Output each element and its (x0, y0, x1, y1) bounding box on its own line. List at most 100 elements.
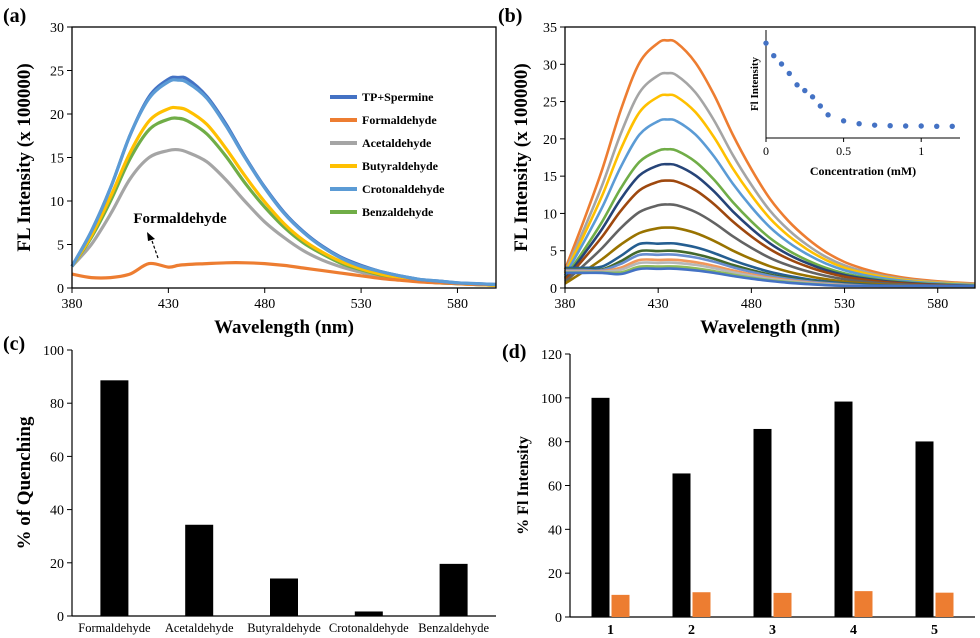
d-bar (692, 592, 711, 617)
c-category-label: Acetaldehyde (165, 621, 234, 635)
inset-xtick-label: 0 (763, 144, 769, 158)
b-x-axis-label: Wavelength (nm) (700, 317, 840, 338)
a-ytick-label: 5 (57, 239, 64, 254)
d-category-label: 2 (688, 623, 695, 638)
inset-point (786, 70, 792, 77)
a-ytick-label: 25 (50, 65, 64, 80)
a-legend-entry: Butyraldehyde (362, 159, 439, 173)
inset-xtick-label: 1 (918, 144, 924, 158)
b-xtick-label: 380 (555, 297, 576, 312)
b-ytick-label: 25 (543, 96, 557, 111)
b-ytick-label: 15 (543, 170, 557, 185)
inset-point (934, 123, 940, 129)
d-category-label: 4 (850, 623, 857, 638)
d-bar (773, 592, 792, 617)
d-ytick-label: 80 (548, 436, 562, 451)
d-bar (915, 441, 934, 617)
a-series-line (70, 75, 497, 287)
a-legend-entry: Crotonaldehyde (362, 182, 445, 196)
d-ytick-label: 100 (541, 392, 562, 407)
d-bar (611, 594, 630, 617)
a-plot-frame (71, 26, 497, 289)
c-ytick-label: 0 (57, 610, 64, 625)
d-bar (672, 473, 691, 617)
d-category-label: 1 (607, 623, 614, 638)
c-ytick-label: 40 (50, 504, 64, 519)
a-xtick-label: 580 (447, 297, 468, 312)
c-ytick-label: 60 (50, 450, 64, 465)
inset-point (949, 123, 955, 129)
a-legend-entry: Benzaldehyde (362, 205, 434, 219)
c-bar (100, 380, 129, 616)
b-ytick-label: 10 (543, 207, 557, 222)
c-ytick-label: 80 (50, 397, 64, 412)
d-bar (591, 397, 610, 617)
inset-point (802, 87, 808, 94)
d-bar (834, 401, 853, 617)
a-ytick-label: 30 (50, 21, 64, 36)
b-xtick-label: 530 (834, 297, 855, 312)
inset-point (918, 123, 924, 129)
d-ytick-label: 40 (548, 523, 562, 538)
d-y-axis-label: % Fl Intensity (515, 436, 532, 535)
c-panel-label: (c) (3, 333, 25, 355)
d-ytick-label: 0 (555, 611, 562, 626)
c-y-axis-label: % of Quenching (14, 416, 35, 550)
a-series-line (71, 261, 497, 287)
a-annotation-arrow (150, 237, 159, 259)
a-legend-entry: TP+Spermine (362, 90, 434, 104)
inset-x-axis-label: Concentration (mM) (810, 164, 916, 178)
a-xtick-label: 430 (158, 297, 179, 312)
inset-y-axis-label: Fl Intensity (749, 56, 761, 111)
d-category-label: 5 (931, 623, 938, 638)
a-annotation: Formaldehyde (133, 211, 227, 227)
c-bar (185, 524, 214, 616)
inset-point (825, 112, 831, 118)
a-x-axis-label: Wavelength (nm) (214, 317, 354, 338)
a-xtick-label: 380 (62, 297, 83, 312)
b-series-line (563, 38, 976, 285)
inset-point (771, 53, 777, 59)
b-ytick-label: 0 (550, 282, 557, 297)
b-ytick-label: 35 (543, 21, 557, 36)
a-series-line (70, 78, 497, 287)
inset-point (871, 122, 878, 128)
d-ytick-label: 120 (541, 348, 562, 363)
d-bar (935, 592, 954, 617)
c-ytick-label: 20 (50, 557, 64, 572)
d-panel-label: (d) (502, 341, 526, 363)
a-ytick-label: 10 (50, 195, 64, 210)
a-legend-entry: Formaldehyde (362, 113, 437, 127)
inset-point (856, 121, 862, 127)
d-bar (753, 428, 772, 617)
c-category-label: Crotonaldehyde (329, 621, 409, 635)
a-series-line (70, 105, 497, 287)
inset-point (794, 82, 800, 88)
inset-point (778, 61, 785, 67)
b-ytick-label: 30 (543, 58, 557, 73)
a-panel-label: (a) (3, 5, 26, 27)
d-ytick-label: 60 (548, 480, 562, 495)
inset-point (902, 123, 909, 129)
b-xtick-label: 430 (648, 297, 669, 312)
inset-xtick-label: 0.5 (836, 144, 851, 158)
c-category-label: Formaldehyde (78, 621, 151, 635)
d-ytick-label: 20 (548, 567, 562, 582)
inset-point (887, 123, 893, 129)
a-y-axis-label: FL Intensity (x 100000) (14, 63, 35, 251)
b-panel-label: (b) (498, 5, 522, 27)
a-ytick-label: 0 (57, 282, 64, 297)
a-annotation-arrowhead (147, 232, 155, 241)
inset-point (840, 118, 847, 124)
b-xtick-label: 580 (927, 297, 948, 312)
b-xtick-label: 480 (741, 297, 762, 312)
inset-point (809, 94, 816, 100)
a-xtick-label: 530 (351, 297, 372, 312)
a-xtick-label: 480 (254, 297, 275, 312)
inset-point (817, 103, 824, 109)
c-bar (354, 611, 383, 616)
b-ytick-label: 20 (543, 133, 557, 148)
b-ytick-label: 5 (550, 245, 557, 260)
d-category-label: 3 (769, 623, 776, 638)
